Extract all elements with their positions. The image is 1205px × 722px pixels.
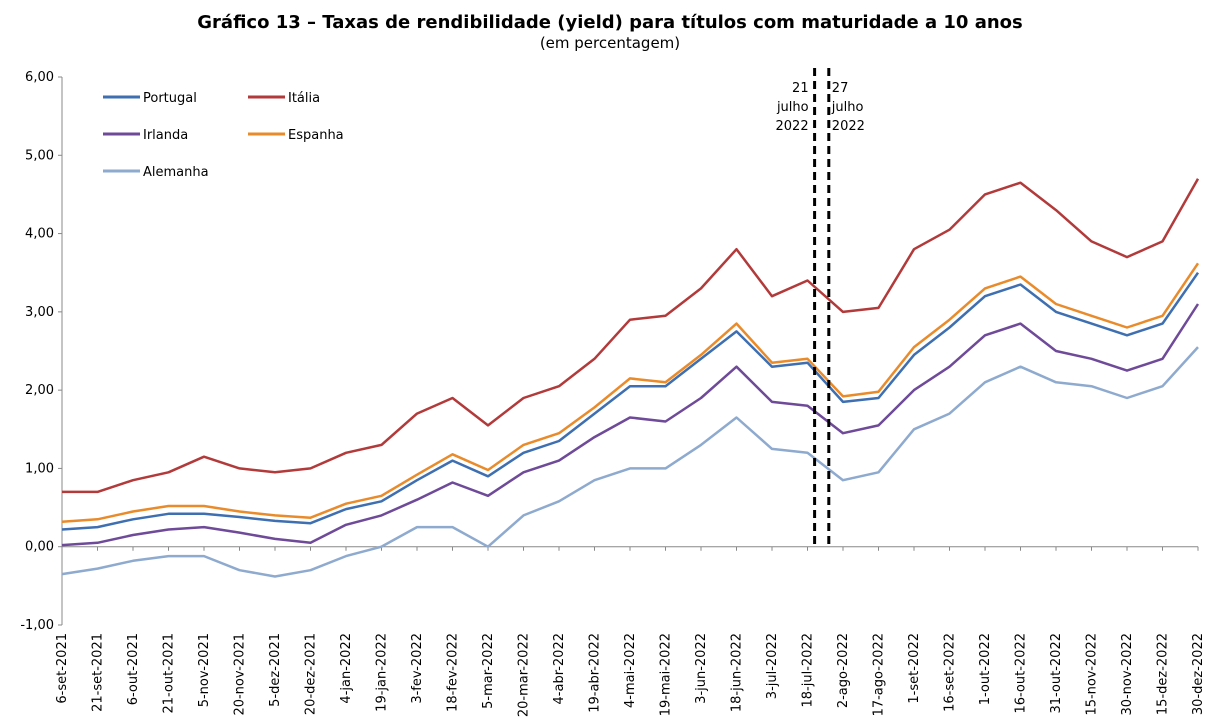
legend-label: Espanha bbox=[288, 128, 344, 143]
x-tick-label: 6-out-2021 bbox=[126, 633, 141, 705]
x-tick-label: 1-set-2022 bbox=[907, 633, 922, 704]
annotation-text: 27 bbox=[832, 81, 849, 96]
y-tick-label: -1,00 bbox=[20, 618, 54, 633]
x-tick-label: 30-dez-2022 bbox=[1191, 633, 1205, 715]
x-tick-label: 20-nov-2021 bbox=[233, 633, 248, 716]
series-line bbox=[61, 262, 1200, 523]
x-tick-label: 20-dez-2021 bbox=[304, 633, 319, 715]
x-tick-label: 2-ago-2022 bbox=[836, 633, 851, 708]
y-tick-label: 5,00 bbox=[25, 148, 54, 163]
legend-label: Itália bbox=[288, 91, 320, 106]
x-tick-label: 15-nov-2022 bbox=[1085, 633, 1100, 716]
legend-label: Portugal bbox=[143, 91, 197, 106]
x-tick-label: 4-mai-2022 bbox=[623, 633, 638, 708]
annotation-text: julho bbox=[831, 100, 864, 115]
x-tick-label: 16-set-2022 bbox=[943, 633, 958, 712]
x-tick-label: 19-jan-2022 bbox=[375, 633, 390, 712]
chart-title: Gráfico 13 – Taxas de rendibilidade (yie… bbox=[197, 12, 1022, 33]
annotation-text: 21 bbox=[792, 81, 809, 96]
y-tick-label: 6,00 bbox=[25, 70, 54, 85]
series-line bbox=[61, 271, 1200, 531]
chart-subtitle: (em percentagem) bbox=[540, 34, 680, 52]
x-tick-label: 21-out-2021 bbox=[162, 633, 177, 714]
annotation-text: 2022 bbox=[776, 119, 809, 134]
x-tick-label: 5-nov-2021 bbox=[197, 633, 212, 707]
x-tick-label: 1-out-2022 bbox=[978, 633, 993, 705]
x-tick-label: 20-mar-2022 bbox=[517, 633, 532, 717]
series-line bbox=[61, 303, 1200, 547]
x-tick-label: 4-jan-2022 bbox=[339, 633, 354, 704]
x-tick-label: 3-jul-2022 bbox=[765, 633, 780, 699]
x-tick-label: 17-ago-2022 bbox=[872, 633, 887, 716]
series-line bbox=[62, 178, 1200, 494]
x-tick-label: 31-out-2022 bbox=[1049, 633, 1064, 714]
x-tick-label: 19-abr-2022 bbox=[588, 633, 603, 713]
x-tick-label: 5-mar-2022 bbox=[481, 633, 496, 709]
x-tick-label: 18-jul-2022 bbox=[801, 633, 816, 707]
x-tick-label: 15-dez-2022 bbox=[1156, 633, 1171, 715]
x-tick-label: 16-out-2022 bbox=[1014, 633, 1029, 714]
x-tick-label: 4-abr-2022 bbox=[552, 633, 567, 704]
y-tick-label: 0,00 bbox=[25, 540, 54, 555]
x-tick-label: 3-fev-2022 bbox=[410, 633, 425, 704]
x-tick-label: 5-dez-2021 bbox=[268, 633, 283, 707]
annotation-text: 2022 bbox=[832, 119, 865, 134]
x-tick-label: 3-jun-2022 bbox=[694, 633, 709, 704]
y-tick-label: 1,00 bbox=[25, 461, 54, 476]
x-tick-label: 19-mai-2022 bbox=[659, 633, 674, 716]
x-tick-label: 18-jun-2022 bbox=[730, 633, 745, 712]
y-tick-label: 4,00 bbox=[25, 227, 54, 242]
y-tick-label: 3,00 bbox=[25, 305, 54, 320]
x-tick-label: 21-set-2021 bbox=[91, 633, 106, 712]
legend-label: Irlanda bbox=[143, 128, 188, 143]
x-tick-label: 6-set-2021 bbox=[55, 633, 70, 704]
legend-label: Alemanha bbox=[143, 165, 209, 180]
series-line bbox=[61, 346, 1199, 578]
y-tick-label: 2,00 bbox=[25, 383, 54, 398]
x-tick-label: 18-fev-2022 bbox=[446, 633, 461, 712]
x-tick-label: 30-nov-2022 bbox=[1120, 633, 1135, 716]
annotation-text: julho bbox=[776, 100, 809, 115]
